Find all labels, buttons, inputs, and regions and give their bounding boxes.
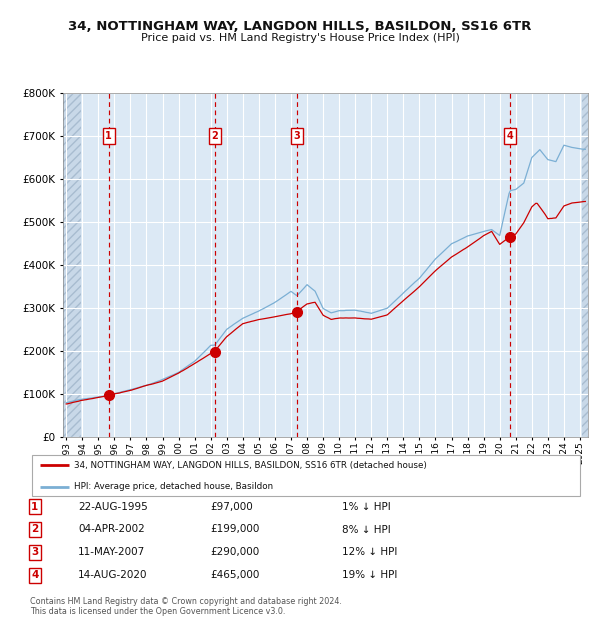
Text: 3: 3	[31, 547, 38, 557]
Text: 8% ↓ HPI: 8% ↓ HPI	[342, 525, 391, 534]
Text: HPI: Average price, detached house, Basildon: HPI: Average price, detached house, Basi…	[74, 482, 273, 491]
Text: 22-AUG-1995: 22-AUG-1995	[78, 502, 148, 512]
Text: 14-AUG-2020: 14-AUG-2020	[78, 570, 148, 580]
Text: 19% ↓ HPI: 19% ↓ HPI	[342, 570, 397, 580]
Text: 34, NOTTINGHAM WAY, LANGDON HILLS, BASILDON, SS16 6TR (detached house): 34, NOTTINGHAM WAY, LANGDON HILLS, BASIL…	[74, 461, 427, 470]
Bar	[581, 93, 588, 437]
Text: 1: 1	[106, 131, 112, 141]
Text: Contains HM Land Registry data © Crown copyright and database right 2024.
This d: Contains HM Land Registry data © Crown c…	[30, 597, 342, 616]
Bar	[63, 93, 80, 437]
Text: 2: 2	[31, 525, 38, 534]
Text: 4: 4	[506, 131, 513, 141]
Text: 1% ↓ HPI: 1% ↓ HPI	[342, 502, 391, 512]
Text: £465,000: £465,000	[210, 570, 259, 580]
Text: 3: 3	[293, 131, 300, 141]
Bar	[581, 93, 588, 437]
Text: £97,000: £97,000	[210, 502, 253, 512]
Bar	[63, 93, 80, 437]
Text: 2: 2	[212, 131, 218, 141]
Text: 34, NOTTINGHAM WAY, LANGDON HILLS, BASILDON, SS16 6TR: 34, NOTTINGHAM WAY, LANGDON HILLS, BASIL…	[68, 20, 532, 33]
FancyBboxPatch shape	[32, 455, 580, 496]
Text: 1: 1	[31, 502, 38, 512]
Text: 4: 4	[31, 570, 38, 580]
Text: Price paid vs. HM Land Registry's House Price Index (HPI): Price paid vs. HM Land Registry's House …	[140, 33, 460, 43]
Text: £290,000: £290,000	[210, 547, 259, 557]
Text: 11-MAY-2007: 11-MAY-2007	[78, 547, 145, 557]
Text: £199,000: £199,000	[210, 525, 259, 534]
Text: 12% ↓ HPI: 12% ↓ HPI	[342, 547, 397, 557]
Text: 04-APR-2002: 04-APR-2002	[78, 525, 145, 534]
